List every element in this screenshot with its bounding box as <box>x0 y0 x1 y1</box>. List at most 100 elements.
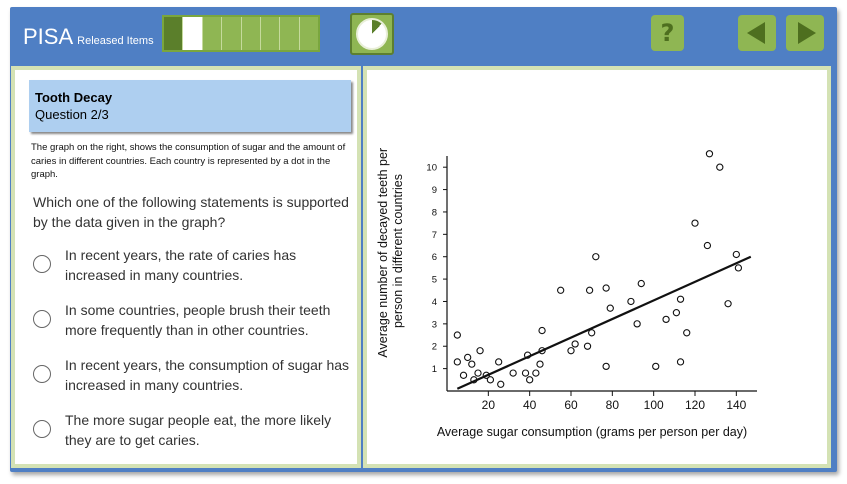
data-point <box>705 150 714 158</box>
data-point <box>453 331 461 339</box>
y-tick-label: 8 <box>432 207 437 218</box>
progress-segment <box>280 17 300 50</box>
progress-segment <box>261 17 281 50</box>
option-label: The more sugar people eat, the more like… <box>65 412 332 448</box>
chart-axes: 20 40 60 80 100 120 140 1 2 3 4 5 6 7 8 9 10 <box>426 156 757 412</box>
option-label: In recent years, the consumption of suga… <box>65 357 350 393</box>
data-point <box>732 250 740 259</box>
progress-bar <box>162 15 320 52</box>
question-title-box: Tooth Decay Question 2/3 <box>29 80 351 132</box>
scatter-chart: 20 40 60 80 100 120 140 1 2 3 4 5 6 7 8 9 10 Average sug… <box>376 144 757 439</box>
data-point <box>583 342 592 350</box>
x-tick-label: 140 <box>726 398 746 412</box>
data-point <box>602 362 610 371</box>
brand-subtitle: Released Items <box>77 35 154 47</box>
data-point <box>538 326 546 335</box>
data-point <box>521 369 530 377</box>
data-point <box>474 369 482 377</box>
graph-panel: 20 40 60 80 100 120 140 1 2 3 4 5 6 7 8 9 10 Average sug… <box>363 66 831 468</box>
y-tick-label: 2 <box>432 342 437 353</box>
data-point <box>724 300 732 308</box>
clock-icon <box>356 18 388 50</box>
data-point <box>468 360 476 368</box>
data-point <box>453 358 461 366</box>
y-tick-label: 3 <box>432 319 437 330</box>
y-tick-label: 4 <box>432 297 437 308</box>
progress-segment <box>242 17 261 50</box>
chart-points <box>453 150 743 388</box>
data-point <box>637 279 645 288</box>
answer-option[interactable]: The more sugar people eat, the more like… <box>33 410 351 452</box>
question-number: Question 2/3 <box>35 107 109 122</box>
data-point <box>606 304 614 312</box>
data-point <box>703 241 712 250</box>
answer-option[interactable]: In recent years, the consumption of suga… <box>33 355 351 397</box>
data-point <box>536 360 544 368</box>
progress-segment <box>222 17 242 50</box>
timer <box>350 13 394 55</box>
data-point <box>532 369 540 377</box>
previous-button[interactable] <box>738 15 776 51</box>
answer-option[interactable]: In recent years, the rate of caries has … <box>33 245 351 287</box>
data-point <box>588 329 596 337</box>
data-point <box>526 376 534 384</box>
y-axis-label: Average number of decayed teeth per pers… <box>376 144 405 357</box>
radio-button[interactable] <box>33 420 51 438</box>
y-tick-label: 10 <box>426 163 437 174</box>
next-button[interactable] <box>786 15 824 51</box>
data-point <box>734 264 743 272</box>
data-point <box>486 376 495 384</box>
data-point <box>464 353 472 362</box>
data-point <box>627 297 635 306</box>
y-tick-label: 7 <box>432 230 437 241</box>
help-button[interactable]: ? <box>651 15 684 51</box>
data-point <box>662 315 670 324</box>
x-tick-label: 40 <box>523 398 537 412</box>
data-point <box>602 284 610 292</box>
data-point <box>495 358 503 366</box>
data-point <box>585 286 594 294</box>
y-tick-label: 5 <box>432 275 437 286</box>
data-point <box>592 253 600 261</box>
data-point <box>459 371 468 379</box>
progress-segment <box>183 17 203 50</box>
y-axis-label-line1: Average number of decayed teeth per <box>376 148 390 358</box>
option-label: In recent years, the rate of caries has … <box>65 247 297 283</box>
brand: PISA Released Items <box>23 24 154 50</box>
unit-title: Tooth Decay <box>35 90 113 105</box>
data-point <box>683 329 691 337</box>
progress-segment <box>203 17 223 50</box>
arrow-left-icon <box>746 22 765 44</box>
radio-button[interactable] <box>33 255 51 273</box>
data-point <box>633 320 641 328</box>
x-tick-label: 60 <box>564 398 578 412</box>
data-point <box>571 340 579 348</box>
data-point <box>557 286 565 294</box>
data-point <box>672 309 681 317</box>
arrow-right-icon <box>797 22 816 44</box>
radio-button[interactable] <box>33 365 51 383</box>
data-point <box>716 163 724 171</box>
data-point <box>652 362 660 371</box>
app-window: PISA Released Items ? Tooth Decay Questio… <box>10 7 837 472</box>
radio-button[interactable] <box>33 310 51 328</box>
x-tick-label: 120 <box>685 398 705 412</box>
x-axis-label: Average sugar consumption (grams per per… <box>437 425 747 439</box>
y-tick-label: 1 <box>432 364 437 375</box>
brand-title: PISA <box>23 24 74 49</box>
option-label: In some countries, people brush their te… <box>65 302 331 338</box>
trend-line <box>456 255 752 390</box>
data-point <box>567 347 575 355</box>
answer-option[interactable]: In some countries, people brush their te… <box>33 300 351 342</box>
progress-segment <box>300 17 318 50</box>
data-point <box>476 347 484 355</box>
header-bar: PISA Released Items ? <box>10 7 837 62</box>
question-panel: Tooth Decay Question 2/3 The graph on th… <box>11 66 361 468</box>
help-icon: ? <box>660 19 675 47</box>
stimulus-text: The graph on the right, shows the consum… <box>31 142 346 180</box>
x-tick-label: 100 <box>644 398 664 412</box>
y-tick-label: 9 <box>432 185 437 196</box>
x-tick-label: 80 <box>606 398 620 412</box>
data-point <box>676 358 685 366</box>
data-point <box>497 380 505 388</box>
